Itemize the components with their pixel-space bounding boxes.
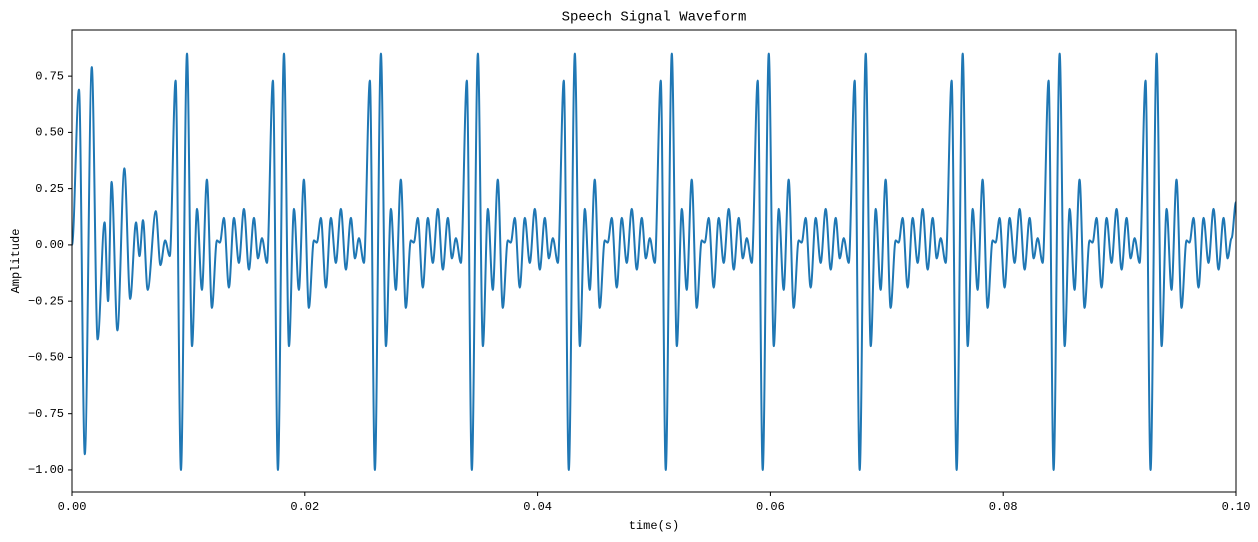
x-tick-label: 0.10 (1222, 500, 1251, 514)
x-tick-label: 0.06 (756, 500, 785, 514)
plot-frame (71, 29, 1237, 493)
y-tick-label: 0.25 (35, 182, 64, 196)
y-tick-label: 0.75 (35, 69, 64, 83)
x-axis-label: time(s) (629, 519, 679, 533)
y-tick-label: −0.50 (28, 351, 64, 365)
chart-title: Speech Signal Waveform (562, 10, 747, 26)
y-tick-label: 0.00 (35, 238, 64, 252)
x-tick-label: 0.00 (58, 500, 87, 514)
y-tick-label: −1.00 (28, 463, 64, 477)
x-tick-label: 0.02 (290, 500, 319, 514)
x-tick-label: 0.08 (989, 500, 1018, 514)
x-tick-label: 0.04 (523, 500, 552, 514)
y-axis-label: Amplitude (9, 229, 23, 294)
waveform-line (72, 52, 1236, 471)
y-tick-label: −0.25 (28, 294, 64, 308)
y-tick-label: 0.50 (35, 126, 64, 140)
y-tick-label: −0.75 (28, 407, 64, 421)
